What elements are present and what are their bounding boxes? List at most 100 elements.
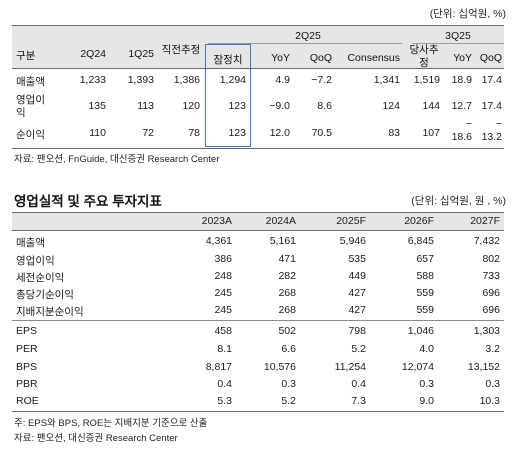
- cell-yoy: 12.0: [269, 127, 290, 139]
- header-consensus: Consensus: [347, 52, 400, 64]
- cell-2q24: 135: [88, 100, 106, 112]
- header-yoy: YoY: [271, 52, 290, 64]
- cell-qoq: 8.6: [317, 100, 332, 112]
- header-3q-yoy: YoY: [453, 52, 472, 64]
- cell-3q-qoq: 17.4: [481, 74, 502, 86]
- cell-prev-estimate: 78: [188, 127, 200, 139]
- row-value: 0.3: [281, 378, 296, 390]
- row-value: 386: [214, 253, 232, 265]
- header-2q24: 2Q24: [80, 48, 106, 60]
- row-value: 0.3: [485, 378, 500, 390]
- row-value: 8.1: [217, 343, 232, 355]
- header-company-estimate: 당사추정: [409, 44, 439, 69]
- table2-title: 영업실적 및 주요 투자지표: [14, 194, 162, 209]
- header-gubun: 구분: [16, 50, 36, 62]
- row-label: 지배지분순이익: [16, 306, 84, 318]
- row-value: 6.6: [281, 343, 296, 355]
- cell-3q-yoy: 12.7: [451, 100, 472, 112]
- cell-3q-qoq: 13.2: [481, 131, 502, 143]
- cell-consensus: 83: [388, 127, 400, 139]
- table2-bottom-rule: [12, 411, 504, 412]
- preliminary-highlight-box: [205, 44, 251, 147]
- row-label: 매출액: [16, 76, 45, 88]
- row-label: 매출액: [16, 237, 45, 249]
- row-label: EPS: [16, 325, 38, 337]
- row-value: 5,946: [339, 235, 366, 247]
- row-value: 12,074: [401, 361, 434, 373]
- row-value: 268: [278, 304, 296, 316]
- cell-qoq: 70.5: [311, 127, 332, 139]
- row-value: 696: [482, 287, 500, 299]
- row-value: 282: [278, 270, 296, 282]
- row-label: PBR: [16, 378, 38, 390]
- row-value: 559: [416, 304, 434, 316]
- cell-3q-yoy: 18.6: [451, 131, 472, 143]
- cell-consensus: 1,341: [373, 74, 400, 86]
- table2-section-rule: [12, 320, 504, 321]
- cell-company-estimate: 107: [422, 127, 440, 139]
- row-value: 245: [214, 287, 232, 299]
- row-value: 5.2: [281, 395, 296, 407]
- table2-source: 자료: 팬오션, 대신증권 Research Center: [14, 433, 178, 444]
- cell-company-estimate: 1,519: [413, 74, 440, 86]
- table2-unit: (단위: 십억원, 원 , %): [411, 195, 506, 207]
- row-value: 10.3: [479, 395, 500, 407]
- row-value: 0.3: [419, 378, 434, 390]
- row-value: 427: [348, 304, 366, 316]
- row-value: 248: [214, 270, 232, 282]
- row-value: 1,303: [473, 325, 500, 337]
- row-value: 535: [348, 253, 366, 265]
- group-2q25-underline: [208, 43, 402, 44]
- cell-preliminary: 123: [228, 100, 246, 112]
- row-value: 8,817: [205, 361, 232, 373]
- row-value: 802: [482, 253, 500, 265]
- row-value: 11,254: [334, 361, 366, 373]
- row-value: 798: [348, 325, 366, 337]
- table2-header-background: [12, 213, 504, 230]
- table2-top-rule: [12, 212, 504, 213]
- row-label: 영업이익: [16, 255, 55, 267]
- cell-yoy: −9.0: [269, 100, 290, 112]
- row-value: 471: [278, 253, 296, 265]
- table1-source: 자료: 팬오션, FnGuide, 대신증권 Research Center: [14, 154, 220, 165]
- row-value: 449: [348, 270, 366, 282]
- table2-header-rule: [12, 230, 504, 231]
- group-3q25-underline: [412, 43, 504, 44]
- cell-consensus: 124: [382, 100, 400, 112]
- row-value: 559: [416, 287, 434, 299]
- cell-company-estimate: 144: [422, 100, 440, 112]
- row-value: 5.2: [351, 343, 366, 355]
- row-label: PER: [16, 343, 38, 355]
- row-value: 3.2: [485, 343, 500, 355]
- row-value: 427: [348, 287, 366, 299]
- year-header: 2023A: [201, 215, 232, 227]
- row-label: 세전순이익: [16, 272, 65, 284]
- row-value: 4,361: [205, 235, 232, 247]
- header-prev-estimate: 직전추정: [161, 44, 201, 56]
- table1-header-background: [12, 26, 504, 68]
- year-header: 2025F: [336, 215, 366, 227]
- cell-1q25: 1,393: [127, 74, 154, 86]
- cell-3q-qoq: 17.4: [481, 100, 502, 112]
- row-value: 733: [482, 270, 500, 282]
- row-value: 502: [278, 325, 296, 337]
- cell-3q-yoy: 18.9: [451, 74, 472, 86]
- row-label: BPS: [16, 361, 38, 373]
- cell-3q-yoy-sign: −: [465, 118, 472, 130]
- row-value: 0.4: [351, 378, 366, 390]
- row-label: ROE: [16, 395, 39, 407]
- row-label: 영업이익: [16, 94, 45, 119]
- row-value: 0.4: [217, 378, 232, 390]
- cell-1q25: 113: [137, 100, 154, 112]
- header-3q-qoq: QoQ: [479, 52, 502, 64]
- row-value: 1,046: [407, 325, 434, 337]
- row-value: 7,432: [473, 235, 500, 247]
- year-header: 2026F: [404, 215, 434, 227]
- cell-prev-estimate: 120: [182, 100, 200, 112]
- table1-bottom-rule: [12, 148, 504, 149]
- cell-3q-qoq-sign: −: [495, 118, 502, 130]
- table1-top-rule: [12, 25, 504, 26]
- row-value: 268: [278, 287, 296, 299]
- row-label: 순이익: [16, 129, 45, 141]
- row-value: 5,161: [269, 235, 296, 247]
